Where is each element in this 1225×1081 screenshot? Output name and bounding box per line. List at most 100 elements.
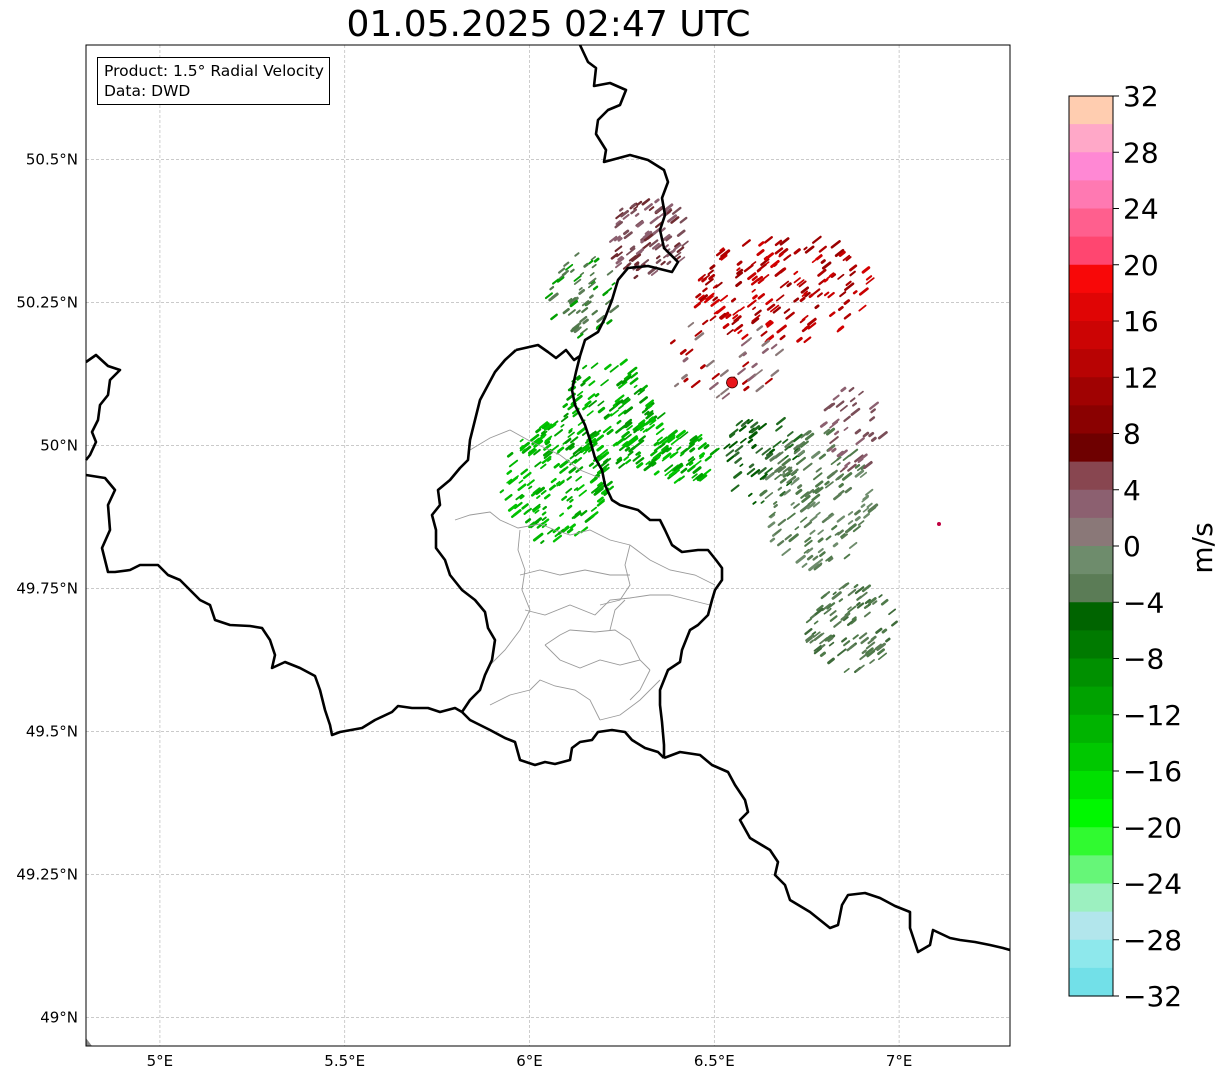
echo-streak (664, 469, 673, 477)
echo-streak (543, 423, 553, 431)
echo-streak (752, 294, 758, 300)
echo-streak (862, 494, 870, 501)
echo-streak (620, 396, 629, 404)
echo-streak (760, 500, 765, 504)
echo-streak (597, 400, 605, 407)
echo-streak (654, 206, 664, 214)
echo-streak (720, 254, 728, 261)
echo-streak (612, 441, 619, 447)
x-tick-label: 5°E (147, 1052, 174, 1070)
echo-streak (618, 462, 626, 469)
echo-streak (728, 440, 738, 449)
echo-streak (813, 620, 819, 625)
echo-streak (722, 323, 730, 330)
echo-streak (636, 200, 643, 207)
echo-streak (573, 487, 579, 491)
echo-streak (573, 274, 582, 282)
echo-streak (655, 427, 665, 436)
echo-streak (779, 334, 786, 341)
echo-streak (847, 606, 852, 611)
echo-streak (641, 241, 652, 250)
colorbar-ticks: 32 28 24 20 16 12 8 4 0 −4 −8 −12 −16 −20 −24 −28 −32 (1113, 80, 1182, 1013)
echo-streak (779, 490, 786, 497)
echo-streak (857, 453, 868, 462)
colorbar-segment (1069, 517, 1113, 547)
echo-streak (783, 489, 791, 496)
colorbar-tick-label: 32 (1123, 80, 1159, 113)
echo-streak (808, 293, 814, 299)
echo-streak (847, 511, 854, 516)
echo-streak (639, 396, 648, 404)
echo-streak (630, 208, 638, 215)
echo-streak (603, 491, 609, 497)
x-axis-ticks: 5°E 5.5°E 6°E 6.5°E 7°E (147, 1052, 913, 1070)
echo-streak (817, 268, 827, 277)
echo-streak (579, 315, 588, 323)
echo-streak (811, 493, 821, 502)
echo-streak (790, 501, 795, 506)
y-tick-label: 49.25°N (16, 865, 78, 883)
echo-streak (785, 311, 795, 320)
colorbar-segment (1069, 124, 1113, 153)
echo-streak (862, 431, 870, 438)
echo-streak (779, 477, 787, 484)
echo-streak (854, 509, 861, 516)
echo-streak (698, 294, 705, 301)
echo-streak (676, 229, 686, 237)
echo-streak (779, 237, 790, 246)
echo-streak (773, 503, 778, 509)
echo-streak (584, 400, 592, 407)
echo-streak (615, 425, 625, 434)
echo-streak (566, 475, 572, 481)
echo-streak (642, 428, 648, 433)
colorbar-segment (1069, 433, 1113, 463)
echo-streak (774, 268, 785, 277)
echo-streak (847, 605, 857, 613)
echo-streak (824, 480, 830, 486)
echo-streak (757, 467, 767, 475)
echo-streak (628, 436, 639, 446)
echo-streak (758, 422, 767, 431)
echo-streak (568, 429, 573, 434)
echo-streak (854, 463, 861, 469)
echo-streak (581, 300, 590, 307)
echo-streak (806, 501, 816, 510)
echo-streak (784, 440, 794, 448)
echo-streak (602, 425, 612, 434)
echo-streak (833, 620, 842, 628)
echo-streak (782, 438, 789, 444)
echo-streak (842, 454, 850, 461)
x-tick-label: 6°E (516, 1052, 543, 1070)
echo-streak (874, 643, 882, 650)
echo-streak (521, 445, 532, 454)
echo-streak (869, 416, 876, 422)
echo-streak (805, 618, 812, 624)
echo-streak (726, 455, 735, 463)
echo-streak (572, 447, 582, 456)
echo-streak (819, 422, 827, 428)
echo-streak (850, 407, 861, 416)
echo-streak (662, 452, 672, 460)
echo-streak (820, 259, 826, 264)
echo-streak (795, 456, 806, 466)
echo-streak (648, 206, 655, 212)
echo-streak (800, 440, 809, 448)
echo-streak (543, 448, 552, 457)
echo-streak (747, 492, 753, 497)
echo-streak (615, 212, 624, 220)
echo-streak (829, 421, 839, 429)
echo-streak (891, 620, 898, 627)
echo-streak (773, 500, 778, 505)
echo-streak (614, 221, 624, 229)
echo-streak (589, 294, 594, 299)
echo-streak (804, 432, 815, 441)
echo-streak (861, 266, 871, 274)
echo-streak (795, 554, 806, 564)
echo-streak (565, 263, 574, 271)
echo-streak (590, 362, 599, 369)
echo-streak (804, 325, 809, 330)
echo-streak (653, 441, 660, 447)
echo-streak (506, 478, 513, 484)
echo-streak (761, 447, 772, 456)
echo-streak (507, 503, 518, 512)
